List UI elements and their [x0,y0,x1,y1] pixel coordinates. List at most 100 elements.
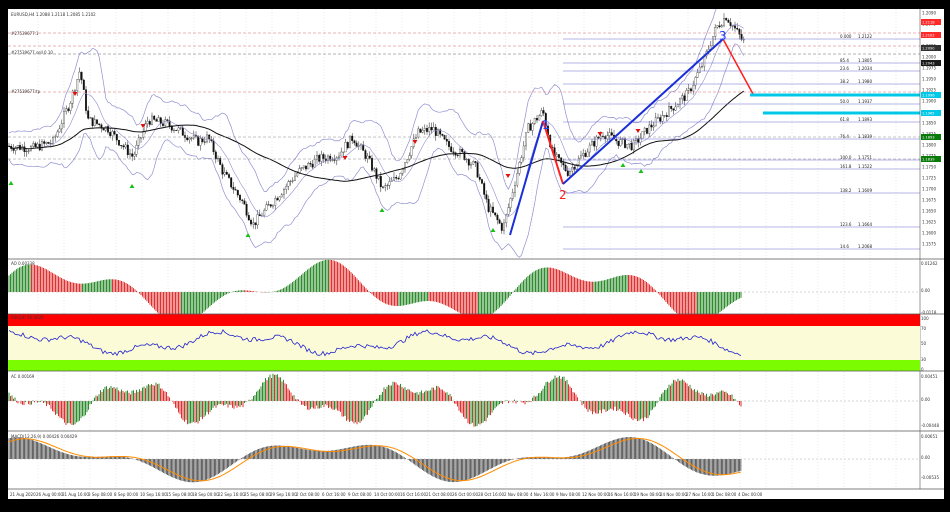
candle-body [252,222,255,225]
candle-body [175,129,178,131]
price-tick-label: 1.1575 [922,242,936,247]
ac-panel[interactable]: AC 0.00169 0.00451 0.00 -0.00448 [8,373,939,428]
candle-body [188,137,191,141]
candle-body [71,90,74,104]
candle-body [313,159,316,168]
cyan-level-lines[interactable] [750,93,920,115]
fractal-up-arrow [129,184,135,188]
candle-body [463,151,466,160]
candle-body [503,222,505,231]
candle-body [661,115,664,122]
candle-body [397,178,400,180]
candle-body [129,153,131,156]
candle-body [430,127,433,131]
candle-body [465,159,468,161]
chart-canvas[interactable]: EURUSD,H4 1.2088 1.2118 1.2085 1.2102 #2… [8,9,944,499]
candle-body [564,164,567,171]
candle-body [278,196,281,201]
price-tick-label: 1.1950 [922,77,936,82]
candle-body [415,137,417,139]
price-tag [921,156,941,162]
candle-body [591,141,593,146]
fibonacci-levels[interactable]: 0.000 1.2122 23.6 1.2034 38.2 1.1980 50.0 1.193… [8,32,920,250]
panel-separators [8,258,944,490]
bollinger-upper [8,9,717,192]
fractal-down-arrow [342,156,348,160]
price-tag-label: 1.2043 [922,61,935,65]
fib-level-label: 38.2 [840,79,849,84]
time-tick-label: 16 Oct 16:00 [400,492,427,497]
time-tick-label: 19 Nov 08:00 [634,492,661,497]
candle-body [514,185,516,193]
rsi-oversold-zone [8,360,920,371]
candle-body [694,77,697,86]
candle-body [274,198,277,206]
candle-body [89,117,92,119]
candle-body [520,157,523,163]
candle-body [569,171,571,176]
candle-body [241,199,244,201]
candle-body [142,131,145,138]
candle-body [305,165,307,170]
candle-body [608,132,611,136]
candle-body [542,110,545,114]
fib-level-value: 1.2122 [858,34,872,39]
candle-body [140,137,142,139]
candle-body [439,129,442,135]
candle-body [344,142,347,153]
candle-body [602,135,604,137]
candle-body [712,36,714,46]
macd-panel[interactable]: MACD(12,26,9) 0.00426 0.00429 0.00651 0.… [8,434,939,483]
fib-level-label: 14.6 [840,244,849,249]
candle-body [384,185,387,188]
candle-body [470,163,472,166]
time-tick-label: 1 Dec 08:00 [712,492,737,497]
candle-body [580,155,582,159]
candle-body [283,189,285,195]
candle-body [562,162,565,166]
candle-body [164,119,167,126]
candle-body [516,173,519,186]
candle-body [687,88,690,91]
price-tick-label: 1.1750 [922,165,936,170]
price-tag-label: 1.2102 [922,33,935,37]
candle-body [157,117,160,122]
candle-body [522,145,525,158]
fractal-down-arrow [412,140,418,144]
candle-body [245,204,248,216]
candle-body [676,104,679,108]
price-tick-label: 1.1900 [922,99,936,104]
candle-body [32,143,35,147]
ac-label-mid: 0.00 [921,397,930,402]
mt4-chart-window[interactable]: EURUSD,H4 1.2088 1.2118 1.2085 1.2102 #2… [8,9,944,499]
candle-body [729,22,732,26]
candle-body [320,154,323,162]
candle-body [331,159,334,161]
candle-body [582,153,585,156]
rsi-overbought-zone [8,314,920,326]
candle-body [379,176,382,188]
elliott-wave[interactable]: 1 2 3 [509,29,754,236]
time-tick-label: 2 Nov 08:00 [504,492,529,497]
candle-body [434,127,437,136]
candle-body [698,66,701,73]
candle-body [588,144,591,153]
time-tick-label: 4 Dec 00:00 [738,492,763,497]
candle-body [672,108,675,111]
candle-body [648,124,651,134]
candle-body [718,25,721,28]
candle-body [285,186,288,190]
price-axis: 1.20901.20751.20501.20251.20001.19751.19… [919,9,941,489]
rsi-panel[interactable]: RSI(14) 56.0020 100 70 50 30 0 [8,314,929,372]
macd-label-bottom: -0.00535 [921,475,939,480]
candle-body [566,170,569,176]
time-tick-label: 15 Sep 08:00 [166,492,193,497]
fib-level-value: 1.2034 [858,66,872,71]
price-panel[interactable]: EURUSD,H4 1.2088 1.2118 1.2085 1.2102 #2… [8,9,941,489]
candle-body [263,210,266,216]
fractal-up-arrow [638,169,644,173]
candle-body [329,155,332,161]
candle-body [635,138,637,141]
candle-body [269,204,272,207]
candle-body [199,138,202,146]
